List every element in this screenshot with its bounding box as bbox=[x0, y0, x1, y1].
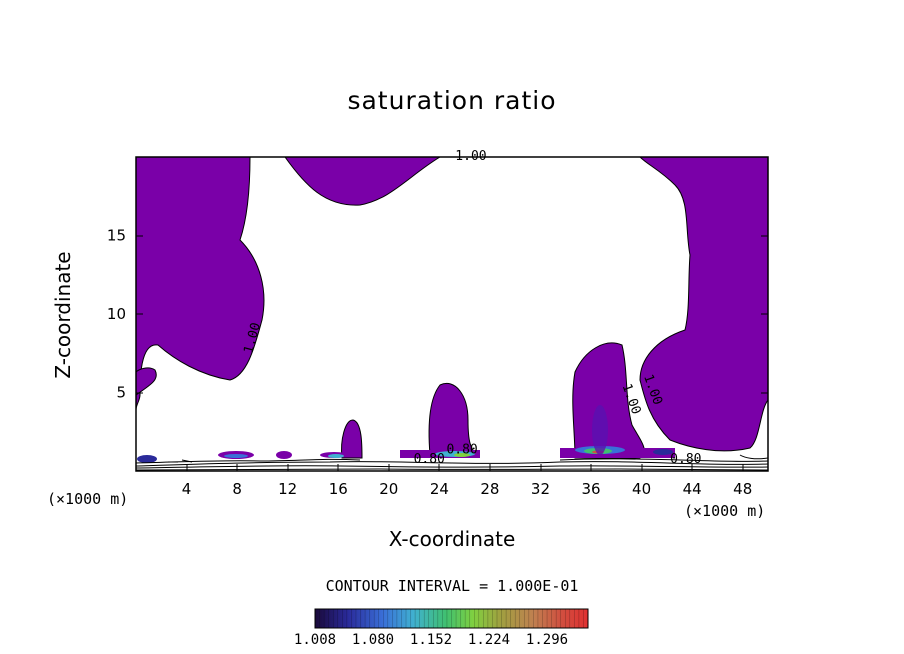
contour-label: 0.80 bbox=[670, 452, 701, 467]
x-tick-label: 44 bbox=[683, 480, 702, 498]
low-level-patches bbox=[137, 405, 675, 463]
region-right bbox=[639, 157, 768, 452]
contour-interval-label: CONTOUR INTERVAL = 1.000E-01 bbox=[325, 577, 579, 595]
x-tick-label: 32 bbox=[531, 480, 550, 498]
x-unit-label-right: (×1000 m) bbox=[684, 502, 766, 520]
x-tick-label: 20 bbox=[379, 480, 398, 498]
region-right-mid bbox=[572, 342, 645, 459]
colorbar-grid bbox=[319, 609, 584, 628]
x-tick-labels: 4 8 12 16 20 24 28 32 36 40 44 48 bbox=[182, 480, 752, 498]
colorbar-tick-label: 1.008 bbox=[293, 632, 337, 648]
colorbar-tick-label: 1.296 bbox=[525, 632, 569, 648]
x-tick-label: 12 bbox=[278, 480, 297, 498]
x-unit-label-left: (×1000 m) bbox=[47, 490, 129, 508]
contour-lines bbox=[136, 454, 768, 471]
colorbar-tick-label: 1.080 bbox=[351, 632, 395, 648]
x-axis-label: X-coordinate bbox=[388, 527, 516, 551]
y-tick-labels: 5 10 15 bbox=[107, 227, 126, 402]
x-tick-label: 4 bbox=[182, 480, 192, 498]
x-tick-label: 24 bbox=[430, 480, 449, 498]
y-tick-label: 15 bbox=[107, 227, 126, 245]
y-tick-label: 10 bbox=[107, 305, 126, 323]
colorbar-tick-label: 1.152 bbox=[409, 632, 453, 648]
x-axis-ticks bbox=[186, 464, 744, 471]
x-tick-label: 40 bbox=[632, 480, 651, 498]
contour-label: 0.80 bbox=[414, 452, 445, 467]
contour-label: 0.80 bbox=[446, 443, 477, 458]
x-tick-label: 36 bbox=[581, 480, 600, 498]
x-tick-label: 28 bbox=[480, 480, 499, 498]
region-center-tower bbox=[428, 382, 480, 456]
contour-labels: 1.001.001.001.000.80 0.800.80 bbox=[241, 149, 701, 467]
region-left bbox=[136, 157, 265, 411]
y-axis-label: Z-coordinate bbox=[51, 251, 75, 379]
contour-label: 1.00 bbox=[455, 149, 486, 164]
region-left-low bbox=[136, 367, 157, 396]
x-tick-label: 8 bbox=[232, 480, 242, 498]
page-title: saturation ratio bbox=[347, 86, 557, 115]
region-small-tower bbox=[341, 419, 363, 459]
x-tick-label: 16 bbox=[329, 480, 348, 498]
x-tick-label: 48 bbox=[733, 480, 752, 498]
supersaturation-regions bbox=[136, 157, 768, 471]
colorbar-tick-label: 1.224 bbox=[467, 632, 511, 648]
y-tick-label: 5 bbox=[116, 384, 126, 402]
region-top-bump bbox=[284, 157, 441, 206]
y-axis-ticks bbox=[136, 235, 768, 394]
